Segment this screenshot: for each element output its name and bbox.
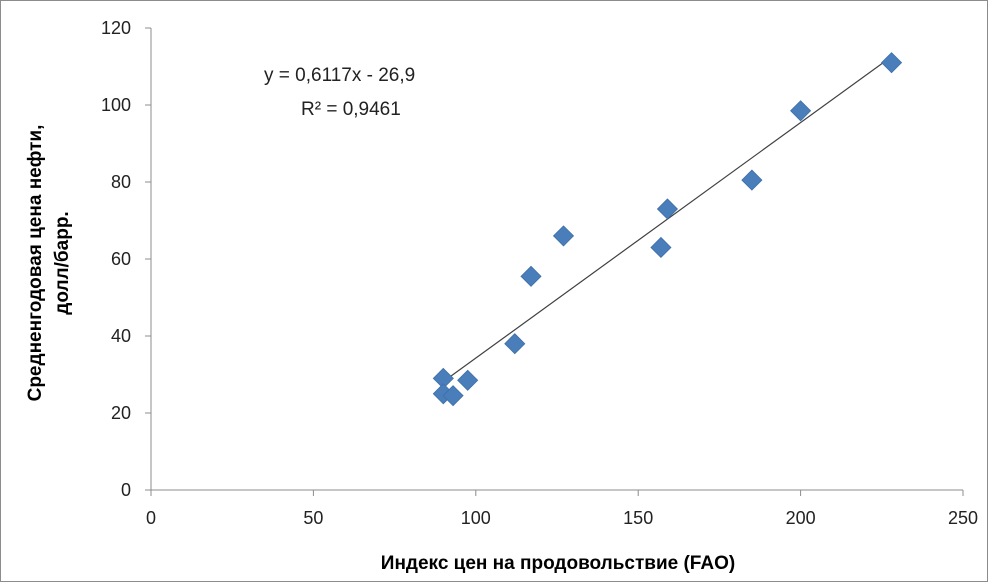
data-point xyxy=(741,169,763,191)
data-point xyxy=(656,198,678,220)
y-tick-label: 60 xyxy=(111,249,131,269)
data-point xyxy=(442,385,464,407)
data-points xyxy=(432,52,903,407)
trendline-equation: y = 0,6117x - 26,9 xyxy=(264,65,415,86)
data-point xyxy=(457,369,479,391)
y-tick-label: 20 xyxy=(111,403,131,423)
data-point xyxy=(552,225,575,247)
y-tick-label: 120 xyxy=(101,18,131,38)
data-point xyxy=(520,265,542,287)
data-point xyxy=(504,333,526,355)
y-tick-label: 100 xyxy=(101,95,131,115)
trendline-r2: R² = 0,9461 xyxy=(301,99,401,120)
data-point xyxy=(880,52,903,74)
y-tick-label: 80 xyxy=(111,172,131,192)
data-point xyxy=(790,100,812,122)
y-axis-title-line1: Средненгодовая цена нефти, xyxy=(25,125,46,402)
data-point xyxy=(650,236,672,259)
y-tick-label: 40 xyxy=(111,326,131,346)
x-tick-label: 100 xyxy=(461,508,491,528)
x-tick-label: 0 xyxy=(146,508,156,528)
axes: 0 20 40 60 80 100 120 0 50 100 150 200 250 xyxy=(101,18,978,528)
x-tick-label: 200 xyxy=(786,508,816,528)
x-tick-label: 150 xyxy=(623,508,653,528)
x-tick-label: 50 xyxy=(303,508,323,528)
x-tick-label: 250 xyxy=(948,508,978,528)
y-axis-title-line2: долл/барр. xyxy=(52,211,73,314)
y-tick-label: 0 xyxy=(121,480,131,500)
x-axis-title: Индекс цен на продовольствие (FAO) xyxy=(381,553,735,574)
